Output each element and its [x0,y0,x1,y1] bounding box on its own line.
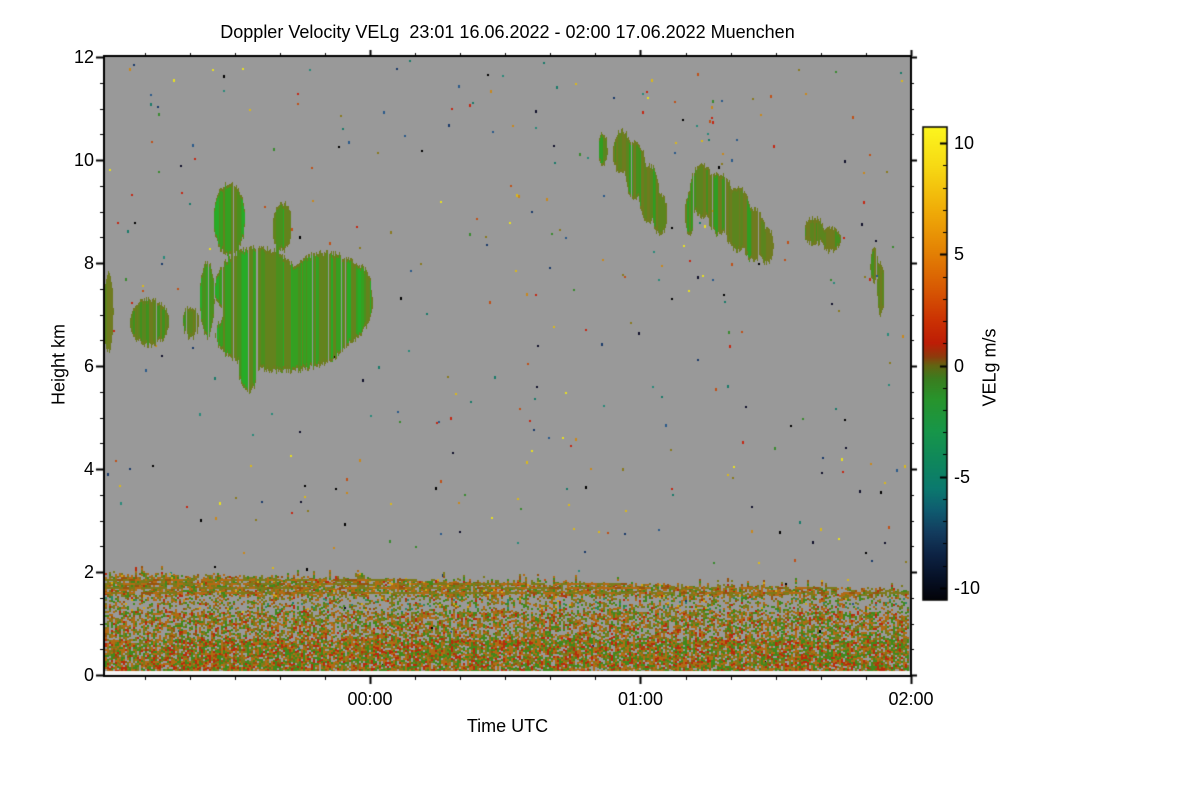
colorbar-tick-label: -5 [954,466,971,487]
y-tick-label: 2 [83,562,94,582]
x-axis-title: Time UTC [466,716,549,736]
colorbar-tick-label: 5 [954,244,965,265]
colorbar-tick-label: -10 [954,577,981,598]
colorbar-tick-label: 0 [954,355,965,376]
y-tick-label: 8 [83,253,94,273]
x-tick-label: 00:00 [347,689,393,709]
colorbar-tick-label: 10 [954,133,975,154]
y-tick-label: 6 [83,356,94,376]
x-tick-label: 02:00 [888,689,934,709]
y-tick-label: 0 [83,665,94,685]
y-tick-label: 4 [83,459,94,479]
y-tick-label: 12 [73,47,94,67]
colorbar-title: VELg m/s [979,328,1000,407]
y-tick-label: 10 [73,150,94,170]
chart-title: Doppler Velocity VELg 23:01 16.06.2022 -… [220,22,795,42]
x-tick-label: 01:00 [617,689,663,709]
